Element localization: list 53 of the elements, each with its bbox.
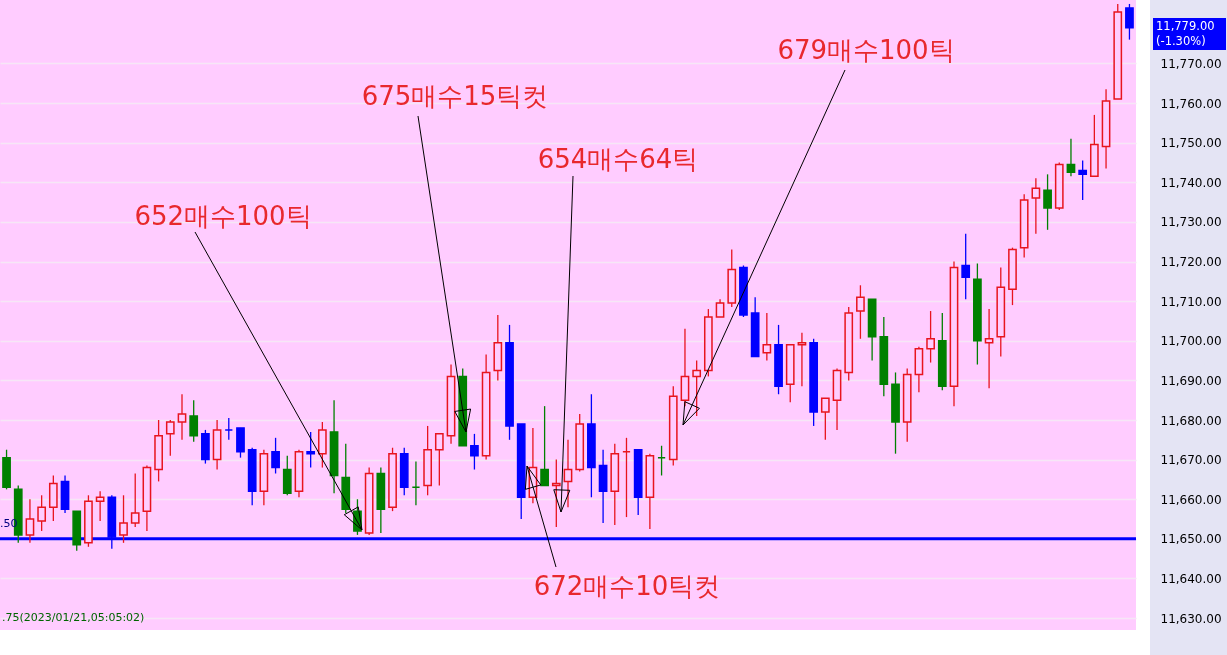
y-tick-label: 11,680.00: [1160, 413, 1222, 428]
candlestick: [95, 490, 105, 522]
y-tick-label: 11,690.00: [1160, 373, 1222, 388]
y-tick-label: 11,650.00: [1160, 532, 1222, 547]
y-tick-label: 11,730.00: [1160, 215, 1222, 230]
candlestick: [48, 474, 58, 522]
annotation: 652매수100틱: [134, 201, 312, 231]
annotation: 654매수64틱: [537, 144, 699, 174]
candlestick: [470, 433, 479, 471]
y-tick-label: 11,640.00: [1160, 571, 1222, 586]
candlestick: [856, 284, 865, 340]
candlestick: [563, 439, 573, 508]
annotation: 679매수100틱: [777, 35, 955, 65]
candlestick: [236, 427, 245, 459]
candlestick: [434, 433, 444, 487]
candlestick: [551, 458, 561, 528]
y-tick-label: 11,740.00: [1160, 175, 1222, 190]
candlestick: [119, 494, 128, 544]
candlestick: [130, 472, 140, 528]
candlestick: [37, 494, 47, 532]
candlestick: [961, 233, 971, 300]
y-tick-label: 11,750.00: [1160, 136, 1222, 151]
candlestick: [317, 421, 327, 469]
candlestick: [25, 498, 35, 544]
y-tick-label: 11,720.00: [1160, 255, 1222, 270]
candlestick: [189, 399, 199, 443]
candlestick: [165, 419, 175, 457]
y-tick-label: 11,760.00: [1160, 96, 1222, 111]
candlestick: [692, 359, 702, 417]
candlestick: [1043, 173, 1052, 231]
candlestick: [271, 437, 280, 475]
y-tick-label: 11,630.00: [1160, 611, 1222, 626]
candlestick: [177, 393, 187, 441]
candlestick: [1078, 159, 1088, 201]
candlestick: [540, 405, 549, 487]
text: 11,779.00: [1156, 19, 1215, 33]
y-tick-label: 11,770.00: [1160, 56, 1222, 71]
text: (-1.30%): [1156, 34, 1206, 48]
candlestick: [306, 431, 316, 469]
candlestick: [762, 312, 772, 362]
annotation: 675매수15틱컷: [361, 81, 549, 111]
annotation: 672매수10틱컷: [533, 571, 721, 601]
candlestick: [282, 455, 292, 496]
y-tick-label: 11,700.00: [1160, 334, 1222, 349]
candlestick: [1031, 177, 1041, 235]
candlestick: [1125, 3, 1134, 41]
y-tick-label: 11,710.00: [1160, 294, 1222, 309]
y-tick-label: 11,670.00: [1160, 453, 1222, 468]
annotation: .75(2023/01/21,05:05:02): [2, 611, 145, 624]
candlestick: [1066, 138, 1076, 177]
y-tick-label: 11,660.00: [1160, 492, 1222, 507]
candlestick: [820, 397, 830, 441]
candlestick: [926, 310, 935, 364]
